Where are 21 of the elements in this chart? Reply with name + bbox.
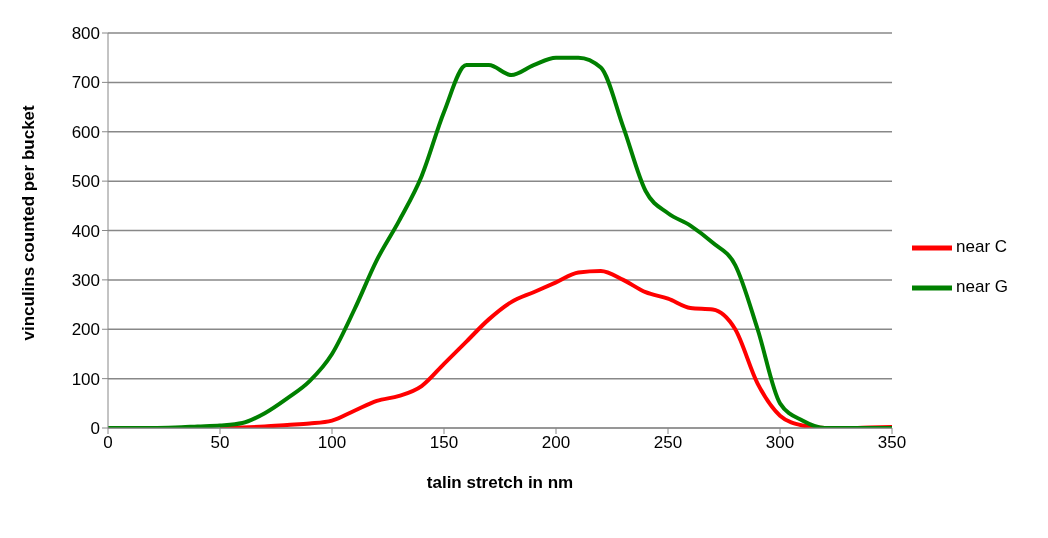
y-tick-label: 100 bbox=[71, 369, 100, 389]
y-tick-label: 300 bbox=[71, 270, 100, 290]
x-tick-label: 0 bbox=[103, 433, 113, 453]
x-tick-label: 100 bbox=[317, 433, 347, 453]
x-tick-label: 50 bbox=[210, 433, 230, 453]
y-tick-label: 700 bbox=[71, 73, 100, 93]
y-tick-label: 600 bbox=[71, 122, 100, 142]
x-tick-label: 350 bbox=[877, 433, 907, 453]
x-tick-label: 250 bbox=[653, 433, 683, 453]
x-tick-label: 300 bbox=[765, 433, 795, 453]
y-tick-label: 0 bbox=[90, 419, 100, 439]
x-tick-label: 200 bbox=[541, 433, 571, 453]
x-tick-label: 150 bbox=[429, 433, 459, 453]
legend-label: near G bbox=[956, 277, 1008, 297]
y-tick-label: 400 bbox=[71, 221, 100, 241]
x-axis-title: talin stretch in nm bbox=[426, 473, 574, 492]
y-axis-title: vinculins counted per bucket bbox=[19, 104, 39, 341]
y-tick-label: 200 bbox=[71, 320, 100, 340]
y-tick-label: 500 bbox=[71, 172, 100, 192]
legend-label: near C bbox=[956, 237, 1008, 257]
y-tick-label: 800 bbox=[71, 24, 100, 44]
